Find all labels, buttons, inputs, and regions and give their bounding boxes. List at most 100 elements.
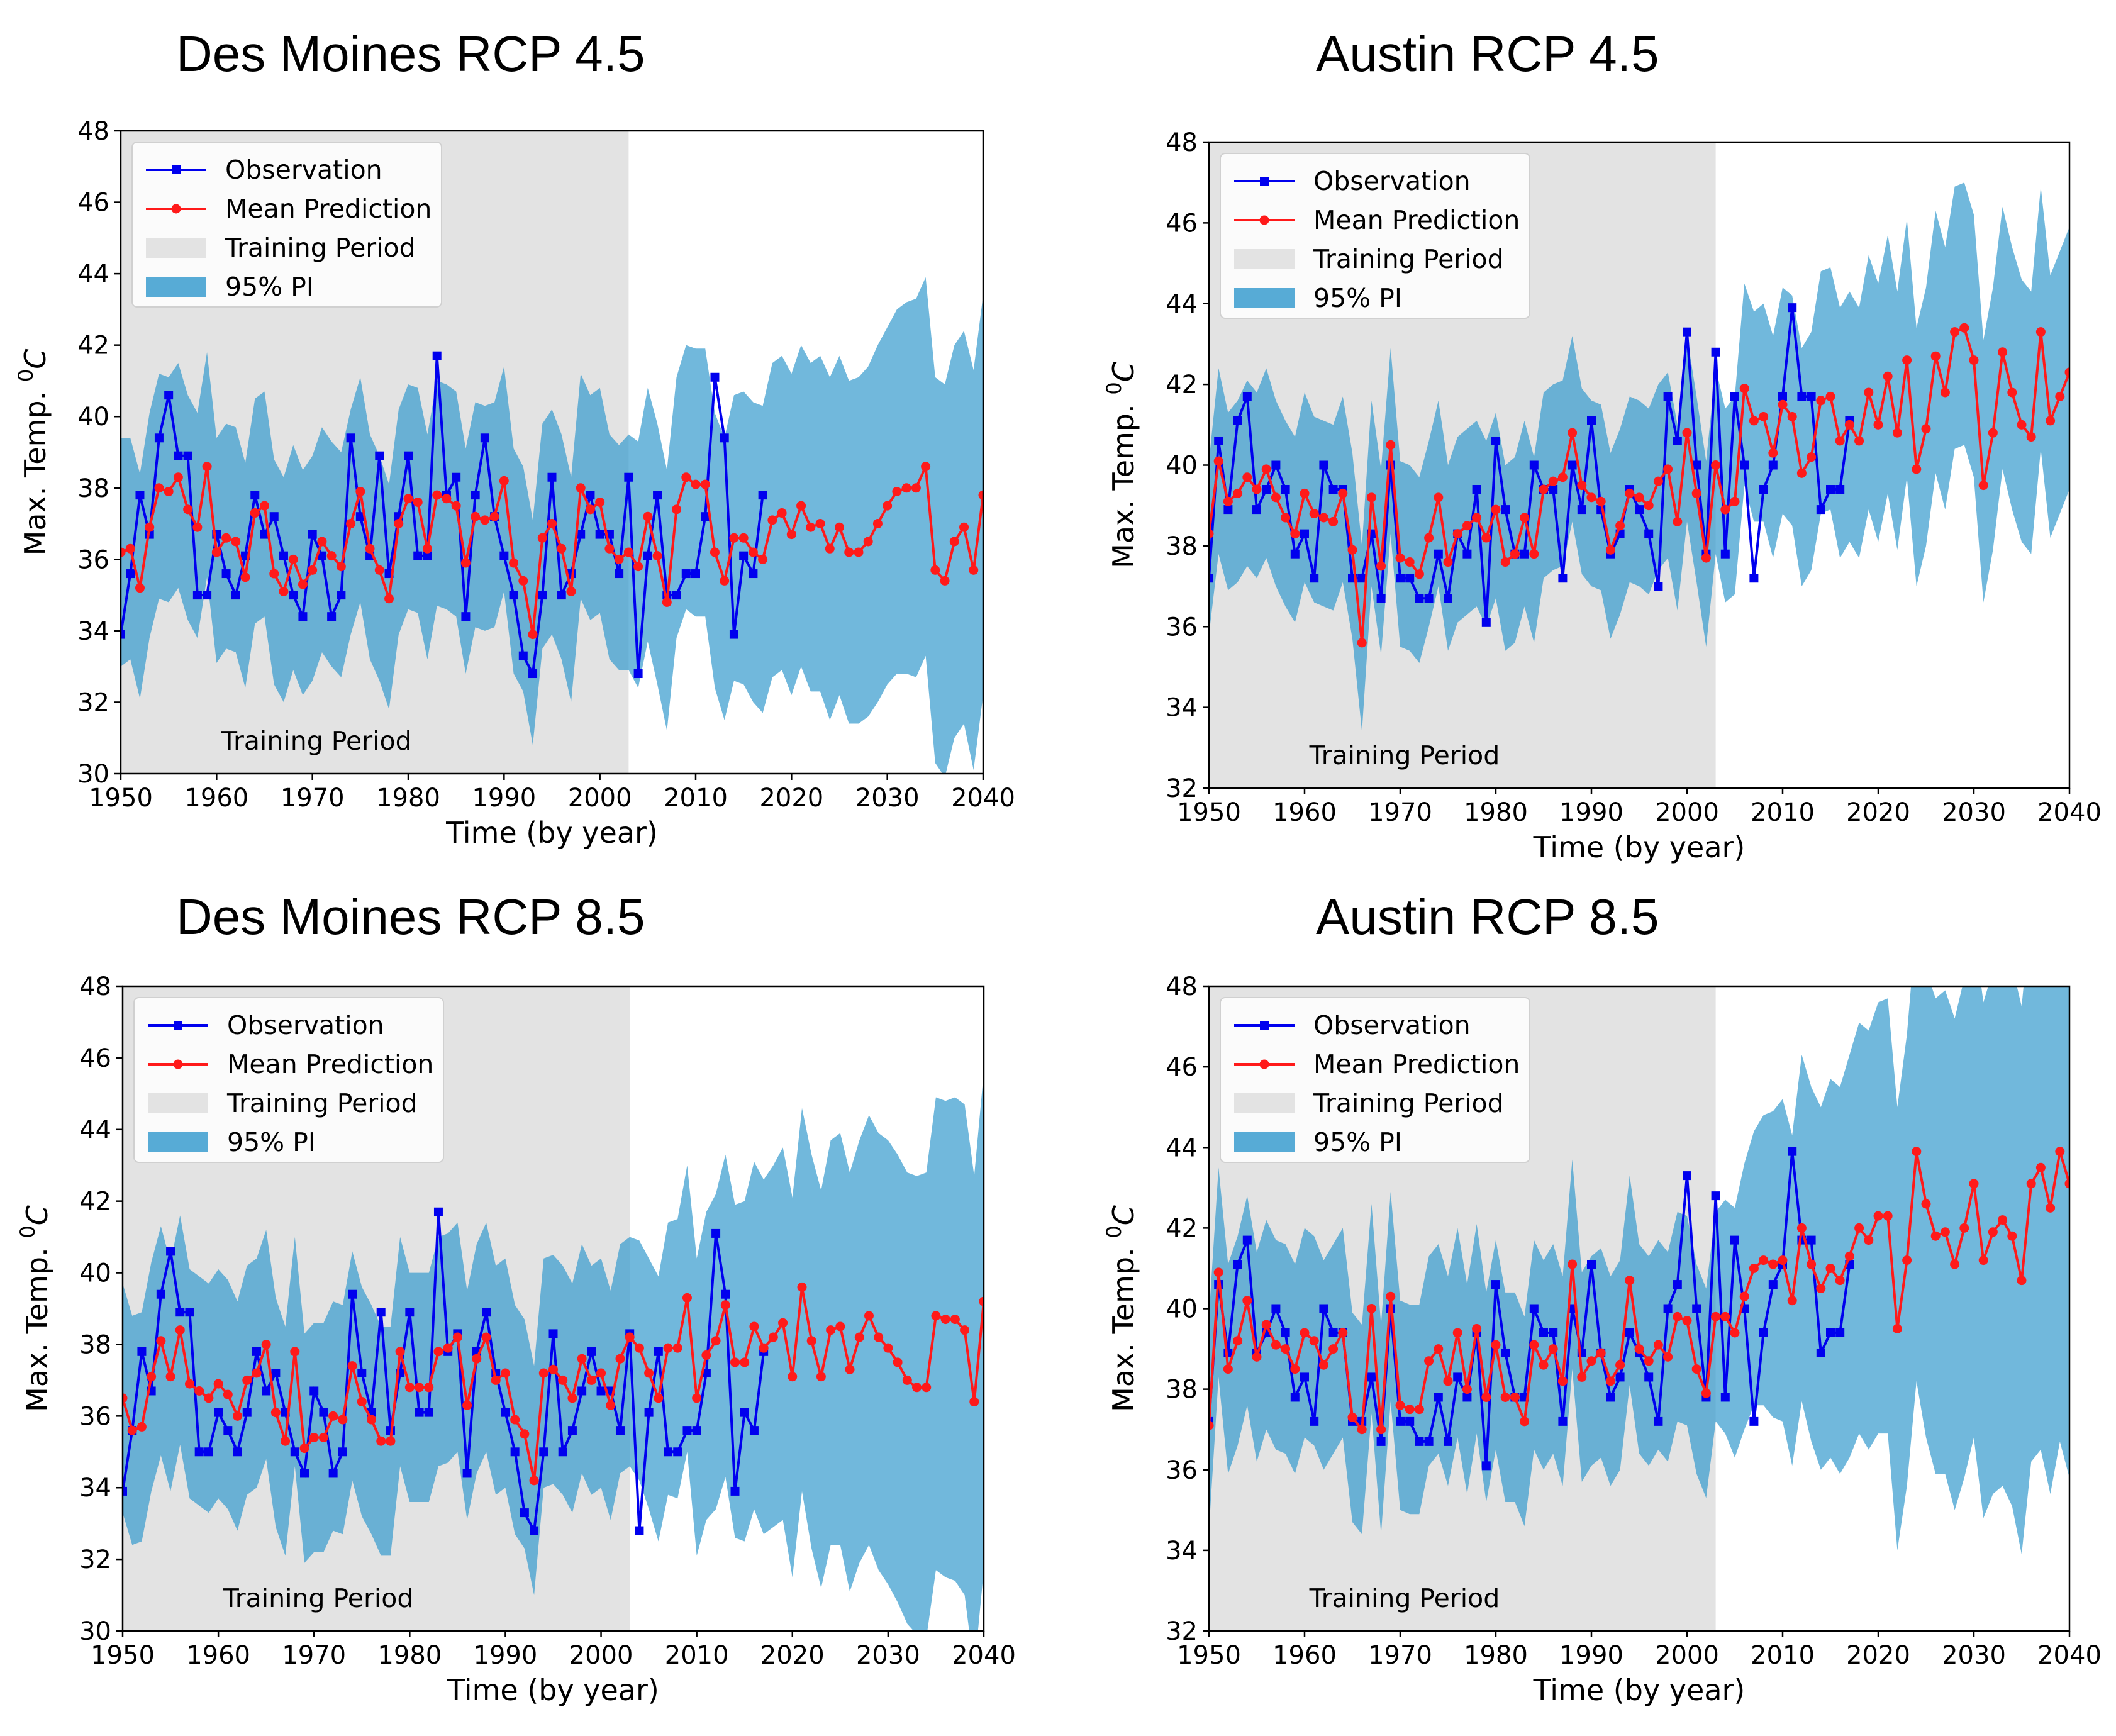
- observation-point: [518, 651, 528, 660]
- prediction-point: [1959, 1223, 1969, 1233]
- prediction-point: [366, 1415, 376, 1425]
- observation-point: [681, 569, 691, 579]
- prediction-point: [1950, 327, 1960, 337]
- prediction-point: [1261, 1320, 1271, 1330]
- observation-point: [433, 1207, 443, 1216]
- x-tick-label: 1970: [1368, 798, 1432, 827]
- observation-point: [376, 1308, 386, 1317]
- observation-point: [1424, 594, 1434, 603]
- chart-svg: Training Period 1950 1960 1970 1980 1990 2000 2…: [14, 117, 1015, 850]
- x-tick-label: 1980: [1464, 798, 1528, 827]
- training-period-label: Training Period: [1309, 740, 1500, 771]
- observation-point: [357, 1369, 367, 1377]
- x-tick-label: 2040: [2037, 1641, 2102, 1670]
- prediction-point: [681, 472, 691, 482]
- prediction-point: [355, 486, 365, 496]
- y-tick-label: 40: [77, 403, 109, 431]
- prediction-point: [815, 519, 825, 529]
- chart-title: Des Moines RCP 8.5: [176, 889, 645, 945]
- y-tick-label: 48: [79, 972, 111, 1001]
- prediction-point: [922, 1383, 932, 1393]
- prediction-point: [566, 586, 576, 596]
- prediction-point: [1796, 468, 1807, 478]
- prediction-point: [960, 1325, 970, 1335]
- prediction-point: [988, 555, 998, 564]
- legend-observation-marker: [1260, 1021, 1269, 1030]
- observation-point: [415, 1408, 424, 1417]
- observation-point: [721, 1289, 730, 1299]
- prediction-point: [404, 1383, 415, 1393]
- x-tick-label: 2030: [1942, 1641, 2006, 1670]
- prediction-point: [1318, 513, 1328, 523]
- observation-point: [319, 1408, 328, 1417]
- prediction-point: [729, 533, 739, 543]
- observation-point: [327, 612, 337, 621]
- prediction-point: [472, 1354, 482, 1364]
- observation-point: [1357, 574, 1367, 583]
- prediction-point: [1625, 1276, 1635, 1286]
- observation-point: [1788, 1147, 1797, 1156]
- observation-point: [615, 569, 624, 579]
- observation-point: [1491, 1280, 1500, 1289]
- observation-point: [328, 1469, 338, 1478]
- observation-point: [1242, 392, 1252, 401]
- observation-point: [338, 1447, 347, 1457]
- observation-point: [711, 1228, 721, 1238]
- prediction-point: [365, 543, 375, 554]
- prediction-point: [1844, 1251, 1854, 1261]
- observation-point: [567, 1426, 577, 1435]
- prediction-point: [127, 1425, 137, 1435]
- prediction-point: [1711, 1311, 1721, 1321]
- x-tick-label: 2000: [569, 1641, 633, 1670]
- observation-point: [175, 1308, 185, 1317]
- prediction-point: [1807, 1259, 1817, 1269]
- prediction-point: [480, 515, 490, 525]
- legend-observation-marker: [172, 165, 181, 174]
- observation-point: [355, 512, 365, 521]
- prediction-point: [1787, 1296, 1797, 1306]
- y-axis-label-unit: C: [20, 1205, 54, 1225]
- x-tick-label: 1960: [1272, 1641, 1337, 1670]
- observation-point: [1683, 1171, 1691, 1181]
- observation-point: [520, 1508, 529, 1518]
- prediction-point: [1223, 496, 1233, 506]
- y-axis-label-main: Max. Temp.: [20, 1238, 54, 1412]
- prediction-point: [211, 547, 221, 557]
- observation-point: [231, 591, 240, 600]
- prediction-point: [1300, 1328, 1310, 1338]
- prediction-point: [1510, 549, 1520, 559]
- y-axis-label: Max. Temp. 0C: [1102, 1205, 1140, 1412]
- prediction-point: [998, 1372, 1008, 1381]
- y-tick-label: 42: [1166, 1214, 1198, 1243]
- prediction-point: [844, 547, 854, 557]
- prediction-point: [854, 1332, 864, 1342]
- prediction-point: [537, 533, 547, 543]
- x-axis-label: Time (by year): [447, 1673, 659, 1707]
- prediction-point: [422, 543, 432, 554]
- x-tick-label: 2040: [951, 784, 1015, 813]
- prediction-point: [1472, 1324, 1482, 1334]
- legend: Observation Mean Prediction Training Perio…: [1220, 997, 1530, 1163]
- observation-point: [262, 1386, 271, 1396]
- y-tick-label: 42: [79, 1188, 111, 1216]
- prediction-point: [499, 476, 509, 486]
- prediction-point: [1682, 1316, 1692, 1326]
- prediction-point: [413, 497, 423, 507]
- prediction-point: [1252, 484, 1262, 494]
- prediction-point: [326, 551, 337, 561]
- prediction-point: [2035, 327, 2046, 337]
- prediction-point: [786, 530, 796, 540]
- prediction-point: [576, 483, 586, 493]
- x-tick-label: 1990: [1559, 798, 1623, 827]
- observation-point: [123, 1486, 127, 1496]
- prediction-point: [1281, 513, 1291, 523]
- observation-point: [348, 1289, 357, 1299]
- chart-title: Austin RCP 4.5: [1316, 26, 1659, 82]
- pi-band: [123, 1072, 984, 1631]
- observation-point: [260, 530, 269, 539]
- observation-point: [1558, 574, 1568, 583]
- prediction-point: [202, 462, 212, 472]
- prediction-point: [1711, 460, 1721, 470]
- prediction-point: [1739, 384, 1749, 394]
- prediction-point: [634, 1343, 644, 1353]
